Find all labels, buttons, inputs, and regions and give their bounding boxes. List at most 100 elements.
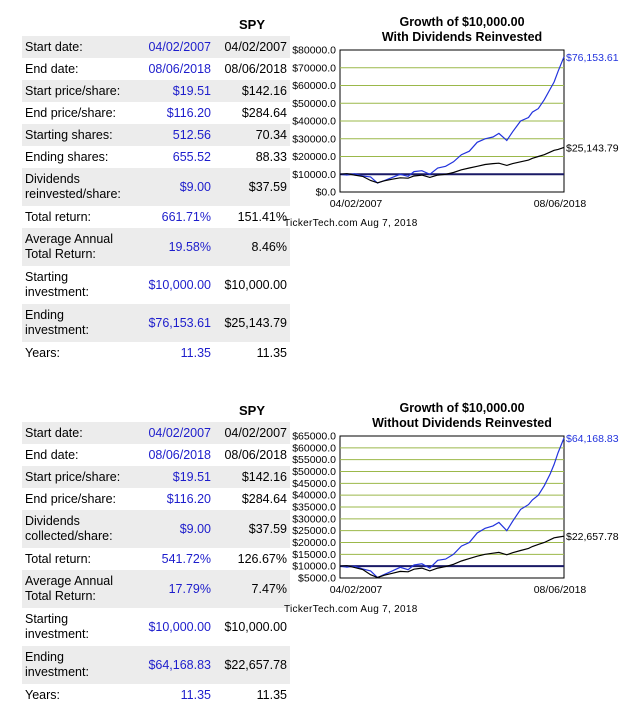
series-end-label: $25,143.79 (566, 142, 619, 154)
x-end-label: 08/06/2018 (534, 198, 587, 210)
table-row: Start price/share: $19.51 $142.16 (22, 466, 290, 488)
table-row: Dividends reinvested/share: $9.00 $37.59 (22, 168, 290, 206)
black-value: 151.41% (237, 210, 287, 224)
y-tick-label: $50000.0 (292, 98, 336, 110)
header-spacer (22, 398, 134, 422)
blue-value: $19.51 (134, 80, 214, 102)
blue-value: 08/06/2018 (148, 448, 211, 462)
row-label: Average Annual Total Return: (22, 228, 134, 266)
y-tick-label: $25000.0 (292, 525, 336, 537)
row-label: Starting shares: (22, 124, 134, 146)
table-header-row: SPY (22, 12, 290, 36)
black-value: 70.34 (214, 124, 290, 146)
stats-table: SPY Start date: 04/02/2007 04/02/2007 End da… (22, 398, 290, 706)
table-row: Start date: 04/02/2007 04/02/2007 (22, 36, 290, 58)
blue-value: 17.79% (134, 570, 214, 608)
row-label: Starting investment: (25, 270, 89, 299)
header-spacer (134, 398, 214, 422)
table-row: Start price/share: $19.51 $142.16 (22, 80, 290, 102)
table-row: Starting investment: $10,000.00 $10,000.00 (22, 266, 290, 304)
y-tick-label: $35000.0 (292, 502, 336, 514)
series-end-label: $22,657.78 (566, 531, 619, 543)
y-tick-label: $15000.0 (292, 549, 336, 561)
table-row: Starting shares: 512.56 70.34 (22, 124, 290, 146)
chart-without-dividends: Growth of $10,000.00 Without Dividends Re… (282, 400, 640, 625)
table-row: Starting investment: $10,000.00 $10,000.00 (22, 608, 290, 646)
row-label: End date: (25, 61, 79, 76)
ticker-heading: SPY (238, 16, 265, 32)
black-value: 11.35 (256, 346, 287, 360)
black-value: 04/02/2007 (214, 422, 290, 444)
black-value: $10,000.00 (224, 278, 287, 292)
series-end-label: $64,168.83 (566, 433, 619, 445)
blue-value: 11.35 (180, 346, 211, 360)
row-label: Dividends reinvested/share: (22, 168, 134, 206)
row-label: Average Annual Total Return: (22, 570, 134, 608)
row-label: Years: (25, 687, 60, 702)
stats-table: SPY Start date: 04/02/2007 04/02/2007 End da… (22, 12, 290, 364)
x-start-label: 04/02/2007 (330, 198, 383, 210)
black-value: 11.35 (256, 688, 287, 702)
section-without-dividends: SPY Start date: 04/02/2007 04/02/2007 End da… (0, 392, 640, 717)
black-value: 04/02/2007 (214, 36, 290, 58)
black-value: 126.67% (237, 552, 287, 566)
series-line-black (339, 146, 565, 184)
row-label: Start date: (22, 422, 134, 444)
y-tick-label: $70000.0 (292, 62, 336, 74)
x-start-label: 04/02/2007 (330, 584, 383, 596)
row-label: End price/share: (25, 105, 117, 120)
blue-value: 11.35 (180, 688, 211, 702)
blue-value: $9.00 (134, 168, 214, 206)
row-label: Total return: (25, 209, 92, 224)
black-value: 8.46% (214, 228, 290, 266)
chart-subtitle: Without Dividends Reinvested (372, 416, 552, 430)
black-value: 08/06/2018 (224, 62, 287, 76)
header-spacer (134, 12, 214, 36)
y-tick-label: $10000.0 (292, 169, 336, 181)
blue-value: $10,000.00 (148, 278, 211, 292)
black-value: $284.64 (241, 106, 287, 120)
row-label: End date: (25, 447, 79, 462)
row-label: Ending investment: (22, 304, 134, 342)
table-row: Start date: 04/02/2007 04/02/2007 (22, 422, 290, 444)
chart-title: Growth of $10,000.00 (399, 401, 524, 415)
x-end-label: 08/06/2018 (534, 584, 587, 596)
ticker-heading: SPY (238, 402, 265, 418)
chart-subtitle: With Dividends Reinvested (382, 30, 542, 44)
table-row: Total return: 661.71% 151.41% (22, 206, 290, 228)
row-label: Start date: (22, 36, 134, 58)
black-value: 88.33 (255, 150, 287, 164)
table-header-row: SPY (22, 398, 290, 422)
row-label: Years: (25, 345, 60, 360)
table-row: End date: 08/06/2018 08/06/2018 (22, 58, 290, 80)
black-value: 08/06/2018 (224, 448, 287, 462)
y-tick-label: $55000.0 (292, 454, 336, 466)
series-end-label: $76,153.61 (566, 52, 619, 64)
black-value: 7.47% (214, 570, 290, 608)
y-tick-label: $45000.0 (292, 478, 336, 490)
black-value: $142.16 (214, 80, 290, 102)
black-value: $142.16 (214, 466, 290, 488)
row-label: End price/share: (25, 491, 117, 506)
y-tick-label: $60000.0 (292, 442, 336, 454)
blue-value: $10,000.00 (148, 620, 211, 634)
y-tick-label: $5000.0 (298, 573, 336, 585)
blue-value: 661.71% (161, 210, 211, 224)
y-tick-label: $20000.0 (292, 151, 336, 163)
table-row: Average Annual Total Return: 19.58% 8.46% (22, 228, 290, 266)
table-row: End price/share: $116.20 $284.64 (22, 488, 290, 510)
black-value: $22,657.78 (214, 646, 290, 684)
blue-value: 655.52 (172, 150, 211, 164)
blue-value: 541.72% (161, 552, 211, 566)
blue-value: 08/06/2018 (148, 62, 211, 76)
blue-value: 04/02/2007 (134, 422, 214, 444)
table-row: Years: 11.35 11.35 (22, 342, 290, 364)
blue-value: $76,153.61 (134, 304, 214, 342)
row-label: Start price/share: (22, 80, 134, 102)
black-value: $25,143.79 (214, 304, 290, 342)
black-value: $10,000.00 (224, 620, 287, 634)
table-row: Dividends collected/share: $9.00 $37.59 (22, 510, 290, 548)
row-label: Total return: (25, 551, 92, 566)
